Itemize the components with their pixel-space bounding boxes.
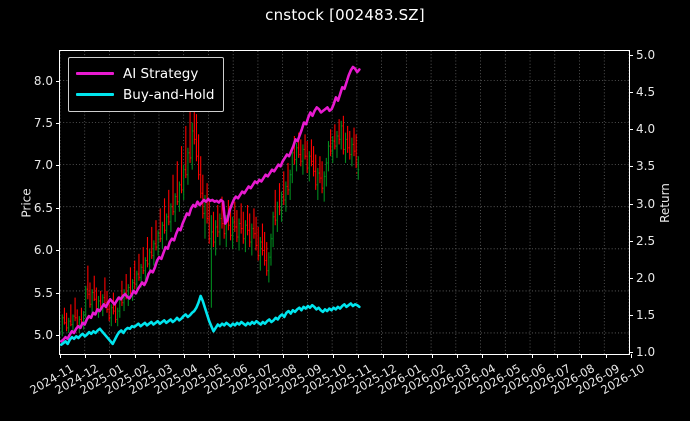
y-tick-label-left: 5.5	[33, 285, 53, 300]
legend-swatch-icon	[76, 71, 114, 76]
x-tickmark	[382, 354, 384, 358]
legend-swatch-icon	[76, 92, 114, 97]
y-tick-label-right: 4.0	[636, 122, 656, 137]
x-tickmark	[581, 354, 583, 358]
y-tick-label-right: 1.0	[636, 345, 656, 360]
legend-item: AI Strategy	[76, 63, 214, 84]
x-tickmark	[184, 354, 186, 358]
x-tickmark	[258, 354, 260, 358]
y-tickmark-left	[56, 292, 60, 294]
y-tick-label-right: 2.5	[636, 233, 656, 248]
x-tickmark	[606, 354, 608, 358]
y-tickmark-right	[629, 91, 633, 93]
y-axis-label-left: Price	[19, 187, 34, 218]
x-tickmark	[333, 354, 335, 358]
y-tick-label-right: 2.0	[636, 270, 656, 285]
y-tickmark-right	[629, 129, 633, 131]
y-tickmark-right	[629, 203, 633, 205]
grid-lines	[60, 51, 629, 354]
x-tickmark	[283, 354, 285, 358]
y-tickmark-right	[629, 352, 633, 354]
x-tickmark	[233, 354, 235, 358]
x-tickmark	[482, 354, 483, 358]
y-tickmark-left	[56, 123, 60, 124]
y-tickmark-left	[56, 165, 60, 167]
y-tickmark-left	[56, 250, 60, 252]
x-tickmark	[159, 354, 161, 358]
plot-area: Price Return 5.0 5.5 6.0 6.5 7.0 7.5 8.0…	[20, 48, 672, 397]
x-tickmark	[506, 354, 508, 358]
y-tick-label-right: 3.5	[636, 159, 656, 174]
x-tickmark	[134, 354, 136, 358]
y-axis-label-right: Return	[658, 182, 673, 223]
y-tick-label-right: 1.5	[636, 308, 656, 323]
x-tickmark	[357, 354, 359, 358]
y-tick-label-left: 5.0	[33, 327, 53, 342]
y-tick-label-left: 7.5	[33, 116, 53, 130]
y-tickmark-right	[629, 240, 633, 242]
y-tick-label-left: 6.5	[33, 200, 53, 215]
x-tickmark	[556, 354, 558, 358]
y-tick-label-right: 3.0	[636, 196, 656, 211]
y-tickmark-right	[629, 315, 633, 317]
y-tick-label-right: 4.5	[636, 84, 656, 99]
legend-label: AI Strategy	[123, 65, 199, 82]
y-tickmark-right	[629, 166, 633, 168]
x-tickmark	[407, 354, 409, 358]
series-layer	[60, 65, 361, 347]
x-tickmark	[84, 354, 86, 358]
chart-legend: AI Strategy Buy-and-Hold	[68, 57, 225, 112]
legend-item: Buy-and-Hold	[76, 84, 214, 105]
y-tick-label-left: 8.0	[33, 73, 53, 88]
x-tickmark	[109, 354, 111, 358]
y-tickmark-left	[56, 334, 60, 336]
x-tickmark	[308, 354, 310, 358]
y-tick-label-left: 6.0	[33, 243, 53, 258]
x-tickmark	[531, 354, 533, 358]
chart-title: cnstock [002483.SZ]	[265, 6, 425, 24]
x-tickmark	[432, 354, 434, 358]
x-tickmark	[631, 354, 632, 358]
x-tickmark	[457, 354, 459, 358]
y-tickmark-left	[56, 80, 60, 82]
x-tickmark	[209, 354, 210, 358]
y-tickmark-right	[629, 54, 633, 56]
y-tickmark-right	[629, 277, 633, 279]
x-tickmark	[60, 354, 61, 358]
y-tick-label-right: 5.0	[636, 47, 656, 62]
y-tickmark-left	[56, 207, 60, 209]
legend-label: Buy-and-Hold	[123, 86, 215, 103]
y-tick-label-left: 7.0	[33, 158, 53, 173]
